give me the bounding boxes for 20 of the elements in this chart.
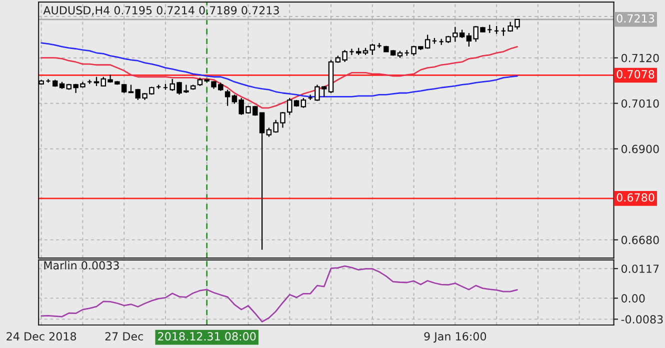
candlestick — [224, 89, 230, 106]
x-tick-label: 24 Dec 2018 — [6, 332, 76, 341]
y-tick-label: 0.6680 — [621, 236, 659, 244]
x-tick-label: 2018.12.31 08:00 — [158, 332, 256, 341]
y-tick-label: 0.6900 — [621, 144, 659, 154]
y-tick-label: 0.7010 — [621, 99, 659, 108]
ref-line-label: 0.6780 — [616, 193, 654, 202]
ref-line-label: 0.7078 — [616, 70, 654, 78]
chart-title: AUDUSD,H4 0.7195 0.7214 0.7189 0.7213 — [43, 6, 279, 16]
candlestick — [300, 97, 306, 108]
x-tick-label: 9 Jan 16:00 — [424, 332, 486, 343]
ref-line-label: 0.7213 — [616, 14, 654, 23]
y-tick-label: 0.00 — [621, 294, 645, 303]
x-tick-label: 27 Dec — [105, 332, 143, 341]
chart-title: Marlin 0.0033 — [44, 260, 119, 270]
y-tick-label: 0.0117 — [621, 264, 659, 273]
line-series — [40, 42, 518, 98]
y-tick-label: 0.7120 — [621, 54, 659, 62]
candlestick — [370, 43, 376, 56]
y-tick-label: -0.0083 — [621, 315, 663, 324]
